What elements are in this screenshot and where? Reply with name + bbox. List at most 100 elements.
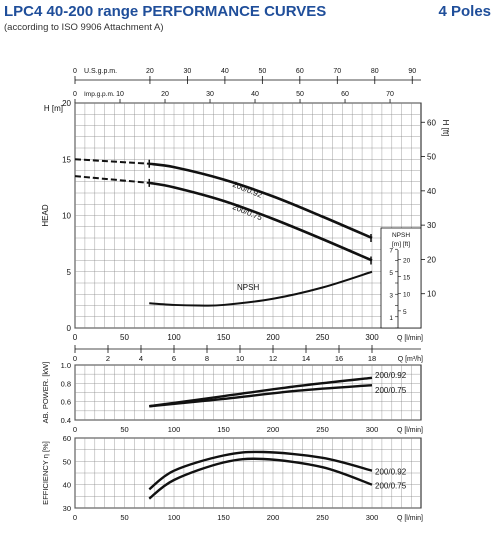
head-xtick-label: 0 bbox=[73, 333, 78, 342]
chart-title: LPC4 40-200 range PERFORMANCE CURVES bbox=[4, 3, 327, 20]
power-xtick-label: 0 bbox=[73, 425, 77, 434]
impgpm-axis-label: Imp.g.p.m. bbox=[84, 91, 115, 98]
head-curve-200/0.75 bbox=[149, 181, 373, 262]
power-xtick-label: 300 bbox=[366, 425, 379, 434]
head-xtick-label: 50 bbox=[120, 333, 129, 342]
impgpm-tick-label: 0 bbox=[73, 91, 77, 98]
usgpm-tick-label: 50 bbox=[258, 68, 266, 75]
efficiency-ytick-label: 50 bbox=[63, 457, 71, 466]
m3h-tick-label: 6 bbox=[172, 354, 176, 363]
m3h-tick-label: 16 bbox=[335, 354, 343, 363]
npsh-curve bbox=[149, 270, 373, 307]
head-ft-tick-label: 20 bbox=[427, 255, 436, 264]
head-xtick-label: 200 bbox=[266, 333, 280, 342]
head-ft-tick-label: 40 bbox=[427, 187, 436, 196]
efficiency-ylabel: EFFICIENCY η [%] bbox=[41, 441, 50, 505]
head-ytick-label: 0 bbox=[67, 324, 72, 333]
power-xtick-label: 250 bbox=[316, 425, 329, 434]
efficiency-ytick-label: 40 bbox=[63, 481, 71, 490]
npsh-inset-m-label: 5 bbox=[389, 270, 393, 277]
head-ytick-label: 15 bbox=[62, 155, 71, 164]
m3h-tick-label: 18 bbox=[368, 354, 376, 363]
npsh-inset-m-label: 7 bbox=[389, 247, 393, 254]
usgpm-tick-label: 90 bbox=[408, 68, 416, 75]
efficiency-xtick-label: 0 bbox=[73, 513, 77, 522]
power-ytick-label: 0.6 bbox=[61, 398, 71, 407]
head-xtick-label: 250 bbox=[316, 333, 330, 342]
npsh-inset-units: [m] [ft] bbox=[392, 241, 410, 248]
efficiency-curve-200/0.75 bbox=[148, 457, 373, 500]
efficiency-xtick-label: 50 bbox=[120, 513, 128, 522]
head-ft-tick-label: 10 bbox=[427, 290, 436, 299]
efficiency-ytick-label: 60 bbox=[63, 434, 71, 443]
efficiency-xtick-label: 250 bbox=[316, 513, 329, 522]
impgpm-tick-label: 10 bbox=[116, 91, 124, 98]
usgpm-tick-label: 80 bbox=[371, 68, 379, 75]
npsh-inset-ft-label: 10 bbox=[403, 292, 411, 299]
head-ytick-label: 5 bbox=[67, 268, 72, 277]
usgpm-tick-label: 60 bbox=[296, 68, 304, 75]
m3h-tick-label: 2 bbox=[106, 354, 110, 363]
m3h-axis-label: Q [m³/h] bbox=[398, 356, 423, 363]
poles-label: 4 Poles bbox=[438, 3, 491, 20]
head-curve-dashed-200/0.75 bbox=[74, 175, 150, 184]
impgpm-tick-label: 70 bbox=[386, 91, 394, 98]
power-curve-200/0.75 bbox=[149, 383, 373, 408]
efficiency-ytick-label: 30 bbox=[63, 504, 71, 513]
npsh-inset-m-label: 1 bbox=[389, 315, 393, 322]
impgpm-tick-label: 30 bbox=[206, 91, 214, 98]
npsh-inset-ft-label: 5 bbox=[403, 309, 407, 316]
efficiency-series-label: 200/0.92 bbox=[375, 468, 407, 477]
power-xtick-label: 200 bbox=[267, 425, 280, 434]
usgpm-tick-label: 40 bbox=[221, 68, 229, 75]
usgpm-tick-label: 70 bbox=[333, 68, 341, 75]
m3h-tick-label: 0 bbox=[73, 354, 77, 363]
head-y-unit: H [m] bbox=[44, 104, 63, 113]
usgpm-axis-label: U.S.g.p.m. bbox=[84, 68, 117, 75]
head-curve-200/0.92 bbox=[149, 162, 373, 240]
head-ytick-label: 20 bbox=[62, 99, 71, 108]
m3h-tick-label: 4 bbox=[139, 354, 143, 363]
power-xtick-label: 50 bbox=[120, 425, 128, 434]
power-xtick-label: 100 bbox=[168, 425, 181, 434]
impgpm-tick-label: 50 bbox=[296, 91, 304, 98]
usgpm-tick-label: 30 bbox=[184, 68, 192, 75]
npsh-inset-ft-label: 15 bbox=[403, 275, 411, 282]
efficiency-curve-200/0.92 bbox=[148, 450, 373, 491]
power-series-label: 200/0.92 bbox=[375, 371, 407, 380]
head-ylabel-right: H [ft] bbox=[441, 120, 450, 137]
head-xtick-label: 300 bbox=[365, 333, 379, 342]
head-xlabel: Q [l/min] bbox=[397, 335, 423, 342]
head-xtick-label: 100 bbox=[167, 333, 181, 342]
usgpm-tick-label: 0 bbox=[73, 68, 77, 75]
impgpm-tick-label: 20 bbox=[161, 91, 169, 98]
head-curve-dashed-200/0.92 bbox=[74, 158, 150, 165]
power-series-label: 200/0.75 bbox=[375, 386, 407, 395]
power-ytick-label: 0.8 bbox=[61, 379, 71, 388]
efficiency-xtick-label: 300 bbox=[366, 513, 379, 522]
power-xtick-label: 150 bbox=[217, 425, 230, 434]
chart-subtitle: (according to ISO 9906 Attachment A) bbox=[4, 22, 164, 33]
npsh-curve-label: NPSH bbox=[237, 283, 259, 292]
impgpm-tick-label: 40 bbox=[251, 91, 259, 98]
head-ylabel: HEAD bbox=[41, 204, 50, 226]
m3h-tick-label: 14 bbox=[302, 354, 310, 363]
efficiency-xtick-label: 200 bbox=[267, 513, 280, 522]
power-curve-200/0.92 bbox=[149, 376, 373, 408]
usgpm-tick-label: 20 bbox=[146, 68, 154, 75]
npsh-inset-title: NPSH bbox=[392, 232, 410, 239]
efficiency-series-label: 200/0.75 bbox=[375, 482, 407, 491]
power-ytick-label: 1.0 bbox=[61, 361, 71, 370]
npsh-inset-m-label: 3 bbox=[389, 292, 393, 299]
head-ft-tick-label: 50 bbox=[427, 153, 436, 162]
head-ft-tick-label: 30 bbox=[427, 221, 436, 230]
npsh-inset-box bbox=[380, 227, 422, 329]
power-xlabel: Q [l/min] bbox=[397, 427, 423, 434]
efficiency-xlabel: Q [l/min] bbox=[397, 515, 423, 522]
head-xtick-label: 150 bbox=[217, 333, 231, 342]
efficiency-xtick-label: 150 bbox=[217, 513, 230, 522]
m3h-tick-label: 12 bbox=[269, 354, 277, 363]
power-ylabel: AB. POWER. [kW] bbox=[41, 362, 50, 424]
m3h-tick-label: 10 bbox=[236, 354, 244, 363]
